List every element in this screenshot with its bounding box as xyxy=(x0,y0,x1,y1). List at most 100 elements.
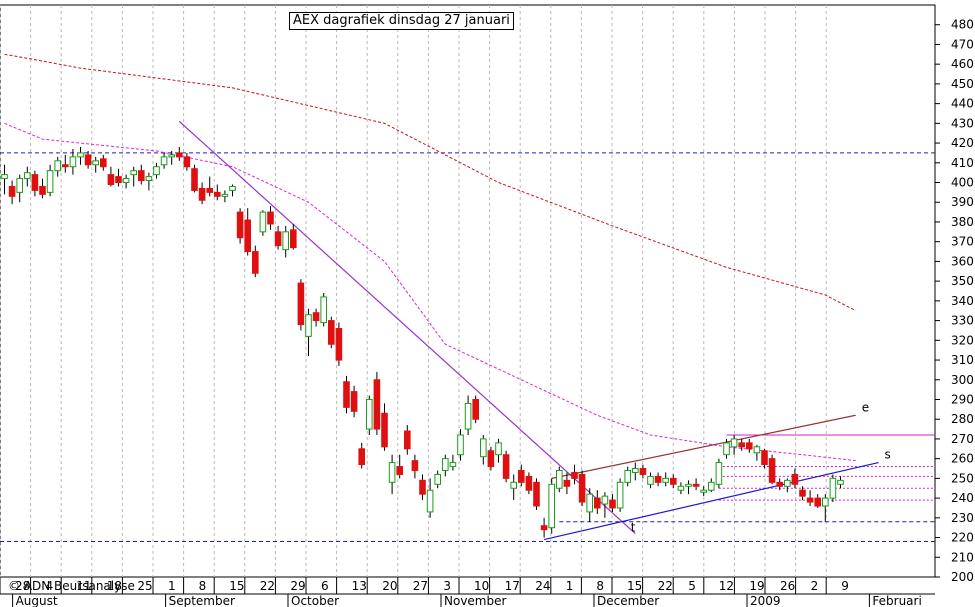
bear-candle xyxy=(62,164,69,168)
x-tick-label: 20 xyxy=(382,579,397,593)
bull-candle xyxy=(130,170,137,176)
x-tick-label: 26 xyxy=(780,579,795,593)
bull-candle xyxy=(708,481,715,491)
month-label: October xyxy=(291,594,339,607)
bear-candle xyxy=(274,231,282,247)
ma-long-line xyxy=(4,53,856,312)
bull-candle xyxy=(753,446,761,454)
bear-candle xyxy=(350,391,358,412)
bear-candle xyxy=(799,489,806,497)
bear-candle xyxy=(138,170,145,182)
y-tick-label: 200 xyxy=(951,570,974,584)
y-tick-label: 240 xyxy=(951,491,974,505)
bear-candle xyxy=(244,219,251,253)
bear-candle xyxy=(768,458,776,483)
x-tick-label: 8 xyxy=(596,579,604,593)
y-tick-label: 420 xyxy=(951,136,974,150)
moving-averages xyxy=(4,53,856,462)
bear-candle xyxy=(609,499,616,509)
bear-candle xyxy=(39,185,46,195)
bear-candle xyxy=(373,379,381,430)
bull-candle xyxy=(837,479,844,485)
x-tick-label: 5 xyxy=(688,579,696,593)
bull-candle xyxy=(168,154,175,158)
month-label: August xyxy=(16,594,58,607)
bull-candle xyxy=(632,468,639,473)
chart-title: AEX dagrafiek dinsdag 27 januari xyxy=(289,12,514,30)
x-tick-label: 17 xyxy=(505,579,520,593)
bear-candle xyxy=(533,481,540,507)
bull-candle xyxy=(229,185,236,191)
bull-candle xyxy=(715,462,723,485)
y-tick-label: 260 xyxy=(951,452,974,466)
bear-candle xyxy=(578,473,586,503)
bear-candle xyxy=(411,460,419,471)
y-tick-label: 320 xyxy=(951,333,974,347)
y-tick-label: 480 xyxy=(951,18,974,32)
y-tick-label: 220 xyxy=(951,531,974,545)
bear-candle xyxy=(670,477,677,485)
y-tick-label: 310 xyxy=(951,353,974,367)
annotations: e s t xyxy=(631,400,891,534)
bear-candle xyxy=(84,154,92,166)
bear-candle xyxy=(404,430,411,450)
x-tick-label: 10 xyxy=(474,579,489,593)
y-axis-ticks: 200 210 220 230 240 250 260 270 280 290 300 310 320 3… xyxy=(935,18,974,584)
bull-candle xyxy=(92,160,100,166)
bull-candle xyxy=(221,193,229,197)
bull-candle xyxy=(556,469,563,489)
bull-candle xyxy=(77,152,84,158)
x-axis: 28 4 11 18 25 1 8 15 22 29 6 13 20 27 3 10 17 24 1 8 15 22 5 12… xyxy=(0,577,935,607)
trendlines xyxy=(178,120,879,541)
bull-candle xyxy=(46,170,54,193)
month-label: November xyxy=(444,594,506,607)
bull-candle xyxy=(259,211,267,233)
bull-candle xyxy=(426,489,434,513)
bull-candle xyxy=(586,493,594,513)
bear-candle xyxy=(100,158,107,168)
y-tick-label: 290 xyxy=(951,392,974,406)
bear-candle xyxy=(335,327,343,361)
x-tick-label: 4 xyxy=(46,579,54,593)
month-label: December xyxy=(597,594,659,607)
bull-candle xyxy=(449,462,457,468)
bull-candle xyxy=(624,469,632,483)
trendline-label-s: s xyxy=(885,448,891,462)
bear-candle xyxy=(502,454,510,479)
y-tick-label: 340 xyxy=(951,294,974,308)
bear-candle xyxy=(191,168,198,191)
bear-candle xyxy=(396,466,403,475)
x-tick-label: 11 xyxy=(76,579,91,593)
bear-candle xyxy=(8,185,16,197)
bull-candle xyxy=(160,156,168,166)
y-tick-label: 360 xyxy=(951,254,974,268)
bear-candle xyxy=(297,282,305,326)
x-tick-label: 19 xyxy=(749,579,764,593)
bull-candle xyxy=(662,477,670,483)
bear-candle xyxy=(214,191,221,197)
y-tick-label: 380 xyxy=(951,215,974,229)
x-tick-label: 15 xyxy=(627,579,642,593)
trendline-label-e: e xyxy=(862,400,869,414)
bull-candle xyxy=(145,176,153,182)
bull-candle xyxy=(510,481,517,489)
month-label: Februari xyxy=(872,594,921,607)
x-tick-label: 1 xyxy=(168,579,176,593)
y-tick-label: 370 xyxy=(951,235,974,249)
bull-candle xyxy=(282,231,289,251)
x-tick-label: 12 xyxy=(719,579,734,593)
x-tick-label: 22 xyxy=(658,579,673,593)
x-tick-label: 15 xyxy=(229,579,244,593)
x-tick-label: 6 xyxy=(321,579,329,593)
bull-candle xyxy=(153,166,160,176)
bull-candle xyxy=(54,160,62,172)
bear-candle xyxy=(563,479,571,487)
bear-candle xyxy=(252,251,259,274)
bull-candle xyxy=(320,296,327,324)
bear-candle xyxy=(107,174,115,185)
bear-candle xyxy=(791,473,799,485)
bear-candle xyxy=(472,398,479,420)
bull-candle xyxy=(700,489,708,493)
bear-candle xyxy=(738,442,746,448)
